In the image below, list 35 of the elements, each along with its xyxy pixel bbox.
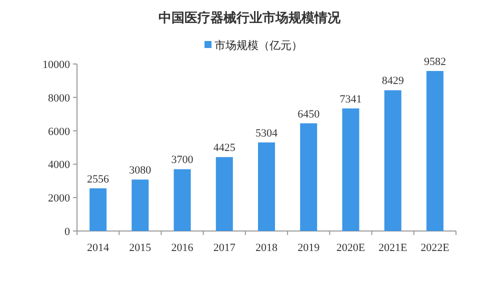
bar	[426, 70, 444, 231]
x-tick-label: 2014	[87, 242, 110, 254]
data-label: 3080	[129, 164, 152, 177]
x-tick-label: 2018	[256, 242, 278, 254]
data-label: 2556	[87, 173, 110, 186]
x-tick-label: 2016	[171, 242, 194, 254]
data-label: 4425	[213, 142, 236, 154]
bar	[216, 157, 233, 231]
y-tick-label: 6000	[48, 126, 70, 138]
data-label: 5304	[256, 127, 278, 140]
x-tick-label: 2021E	[378, 242, 408, 254]
bar	[258, 142, 275, 231]
bar	[174, 169, 191, 231]
bar	[90, 188, 107, 231]
data-label: 6450	[298, 108, 320, 120]
y-tick-label: 2000	[48, 192, 70, 205]
data-label: 8429	[382, 75, 404, 88]
bar	[384, 90, 402, 231]
bar	[300, 123, 318, 231]
x-tick-label: 2022E	[420, 242, 450, 254]
bar	[132, 180, 149, 231]
legend-label: 市场规模（亿元）	[214, 39, 302, 52]
x-tick-label: 2017	[213, 242, 236, 254]
x-tick-label: 2019	[298, 242, 320, 254]
bar	[342, 108, 360, 231]
x-tick-label: 2020E	[336, 242, 366, 254]
y-tick-label: 0	[64, 226, 70, 238]
y-tick-label: 10000	[42, 59, 70, 71]
data-label: 7341	[340, 93, 362, 106]
chart-title: 中国医疗器械行业市场规模情况	[158, 10, 342, 25]
y-tick-label: 8000	[48, 92, 70, 104]
x-tick-label: 2015	[129, 242, 152, 254]
y-tick-label: 4000	[48, 159, 70, 172]
data-label: 3700	[171, 154, 194, 166]
data-label: 9582	[424, 56, 446, 68]
